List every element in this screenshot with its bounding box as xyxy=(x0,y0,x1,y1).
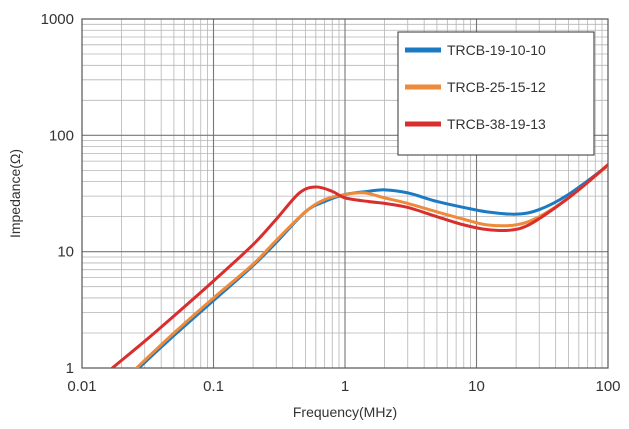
x-tick-label: 10 xyxy=(468,378,485,395)
legend-label-1: TRCB-19-10-10 xyxy=(447,42,546,58)
y-tick-label: 10 xyxy=(57,244,74,261)
y-tick-label: 1000 xyxy=(41,11,74,28)
legend: TRCB-19-10-10 TRCB-25-15-12 TRCB-38-19-13 xyxy=(397,31,595,156)
x-tick-label: 0.01 xyxy=(67,378,96,395)
x-tick-label: 100 xyxy=(595,378,620,395)
series-line-2 xyxy=(135,164,608,368)
y-tick-label: 1 xyxy=(66,360,74,377)
series-layer xyxy=(110,163,608,368)
legend-label-3: TRCB-38-19-13 xyxy=(447,116,546,132)
y-tick-label: 100 xyxy=(49,127,74,144)
x-tick-label: 1 xyxy=(341,378,349,395)
y-axis-label: Impedance(Ω) xyxy=(7,149,23,238)
x-axis-label: Frequency(MHz) xyxy=(293,404,397,420)
x-tick-label: 0.1 xyxy=(203,378,224,395)
plot-frame xyxy=(81,18,609,369)
legend-label-2: TRCB-25-15-12 xyxy=(447,79,546,95)
series-line-3 xyxy=(110,163,608,368)
x-tick-labels: 0.01 0.1 1 10 100 xyxy=(67,378,620,395)
y-tick-labels: 1 10 100 1000 xyxy=(41,11,74,377)
